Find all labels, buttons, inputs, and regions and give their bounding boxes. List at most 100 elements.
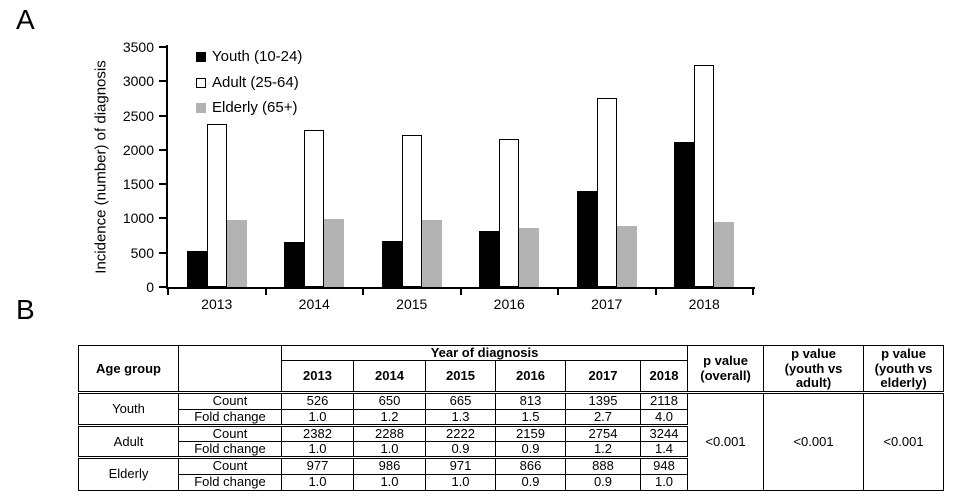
cell-elderly-fold-2018: 1.0 [639,473,689,491]
cell-youth-fold-2014: 1.2 [353,408,426,426]
bar-adult-2015 [401,135,422,287]
bar-elderly-2013 [226,220,247,287]
bar-youth-2018 [674,142,695,287]
y-tick-label: 0 [146,279,154,295]
cell-youth-count-2014: 650 [353,391,426,410]
row-label-fold-change: Fold change [178,441,282,459]
legend-swatch-elderly-icon [196,103,206,114]
cell-youth-fold-2016: 1.5 [495,408,566,426]
bar-elderly-2016 [519,228,540,287]
y-tick [159,148,166,151]
y-axis-title: Incidence (number) of diagnosis [92,60,110,274]
bar-elderly-2014 [324,219,345,287]
cell-youth-count-2018: 2118 [639,391,689,410]
age-group-cell-elderly: Elderly [78,456,179,491]
cell-elderly-count-2017: 888 [565,456,641,475]
row-label-fold-change: Fold change [178,408,282,426]
legend-item-adult: Adult (25-64) [196,73,302,92]
cell-elderly-fold-2016: 0.9 [495,473,566,491]
cell-adult-fold-2016: 0.9 [495,441,566,459]
y-tick [159,286,166,288]
age-group-cell-youth: Youth [78,391,179,426]
cell-youth-fold-2018: 4.0 [639,408,689,426]
x-tick [557,289,559,295]
cell-adult-fold-2018: 1.4 [639,441,689,459]
bar-elderly-2018 [714,222,735,287]
bar-adult-2014 [304,130,325,287]
table-header-row-2: 2013 2014 2015 2016 2017 2018 [79,360,944,394]
col-header-year-of-diagnosis: Year of diagnosis [280,344,689,362]
y-tick-label: 500 [130,244,154,261]
col-header-p-overall: p value (overall) [687,344,765,394]
bar-elderly-2015 [421,220,442,287]
bar-adult-2017 [596,98,617,287]
bar-youth-2014 [284,242,305,287]
cell-elderly-count-2014: 986 [353,456,426,475]
col-header-age-group: Age group [78,344,179,394]
cell-adult-count-2017: 2754 [565,423,641,443]
x-tick [752,289,754,295]
cell-elderly-fold-2017: 0.9 [565,473,641,491]
bar-elderly-2017 [616,226,637,287]
y-tick [159,183,166,186]
cell-elderly-count-2013: 977 [281,456,354,475]
row-label-count: Count [178,391,282,410]
table-row-adult-fold-change: Fold change 1.0 1.0 0.9 0.9 1.2 1.4 [79,441,944,459]
y-tick [159,251,166,254]
cell-adult-fold-2013: 1.0 [281,441,354,459]
col-header-year-2017: 2017 [565,360,641,394]
row-label-count: Count [178,423,282,443]
cell-youth-fold-2013: 1.0 [281,408,354,426]
p-value-youth-vs-adult-cell: <0.001 [763,391,865,491]
cell-adult-fold-2014: 1.0 [353,441,426,459]
panel-a-label: A [16,4,35,35]
col-header-year-2015: 2015 [425,360,496,394]
bar-youth-2013 [186,251,207,287]
cell-elderly-count-2015: 971 [425,456,496,475]
cell-adult-fold-2017: 1.2 [565,441,641,459]
bar-youth-2015 [381,241,402,287]
y-tick [159,46,166,48]
cell-youth-count-2016: 813 [495,391,566,410]
cell-youth-count-2017: 1395 [565,391,641,410]
x-axis-year-label: 2015 [396,296,428,312]
cell-elderly-fold-2013: 1.0 [281,473,354,491]
cell-elderly-fold-2014: 1.0 [353,473,426,491]
chart-legend: Youth (10-24) Adult (25-64) Elderly (65+) [196,48,303,126]
y-tick-label: 1000 [122,210,154,227]
row-label-fold-change: Fold change [178,473,282,491]
cell-youth-fold-2015: 1.3 [425,408,496,426]
y-tick [159,80,166,83]
legend-item-youth: Youth (10-24) [196,48,303,66]
legend-label-youth: Youth (10-24) [212,48,303,65]
x-axis-year-label: 2017 [591,296,623,312]
legend-label-adult: Adult (25-64) [212,73,299,91]
x-axis-year-label: 2016 [493,296,525,312]
y-tick-label: 3500 [122,39,154,55]
cell-youth-count-2013: 526 [281,391,354,410]
y-tick-label: 2000 [122,141,154,158]
panel-b-label: B [16,294,35,325]
y-axis-line [166,45,168,289]
cell-elderly-count-2018: 948 [639,456,689,475]
row-label-count: Count [178,456,282,475]
x-tick [362,289,364,295]
table-row-elderly-fold-change: Fold change 1.0 1.0 1.0 0.9 0.9 1.0 [79,473,944,491]
y-tick [159,114,166,117]
diagnosis-summary-table: Age group Year of diagnosis p value (overa… [78,344,945,491]
legend-item-elderly: Elderly (65+) [196,99,302,117]
p-value-youth-vs-elderly-cell: <0.001 [863,391,945,491]
legend-swatch-adult-icon [196,77,206,88]
age-group-cell-adult: Adult [78,423,179,459]
x-axis-year-label: 2018 [688,296,720,312]
cell-adult-fold-2015: 0.9 [425,441,496,459]
cell-adult-count-2013: 2382 [281,423,354,443]
cell-adult-count-2015: 2222 [425,423,496,443]
bar-adult-2018 [694,65,715,287]
col-header-blank [178,344,282,394]
table-row-youth-count: Youth Count 526 650 665 813 1395 2118 <0.001 <0.0… [78,391,945,491]
x-tick [264,289,267,295]
y-tick [159,217,166,220]
legend-swatch-youth-icon [196,52,206,63]
x-axis-year-label: 2014 [298,296,330,312]
